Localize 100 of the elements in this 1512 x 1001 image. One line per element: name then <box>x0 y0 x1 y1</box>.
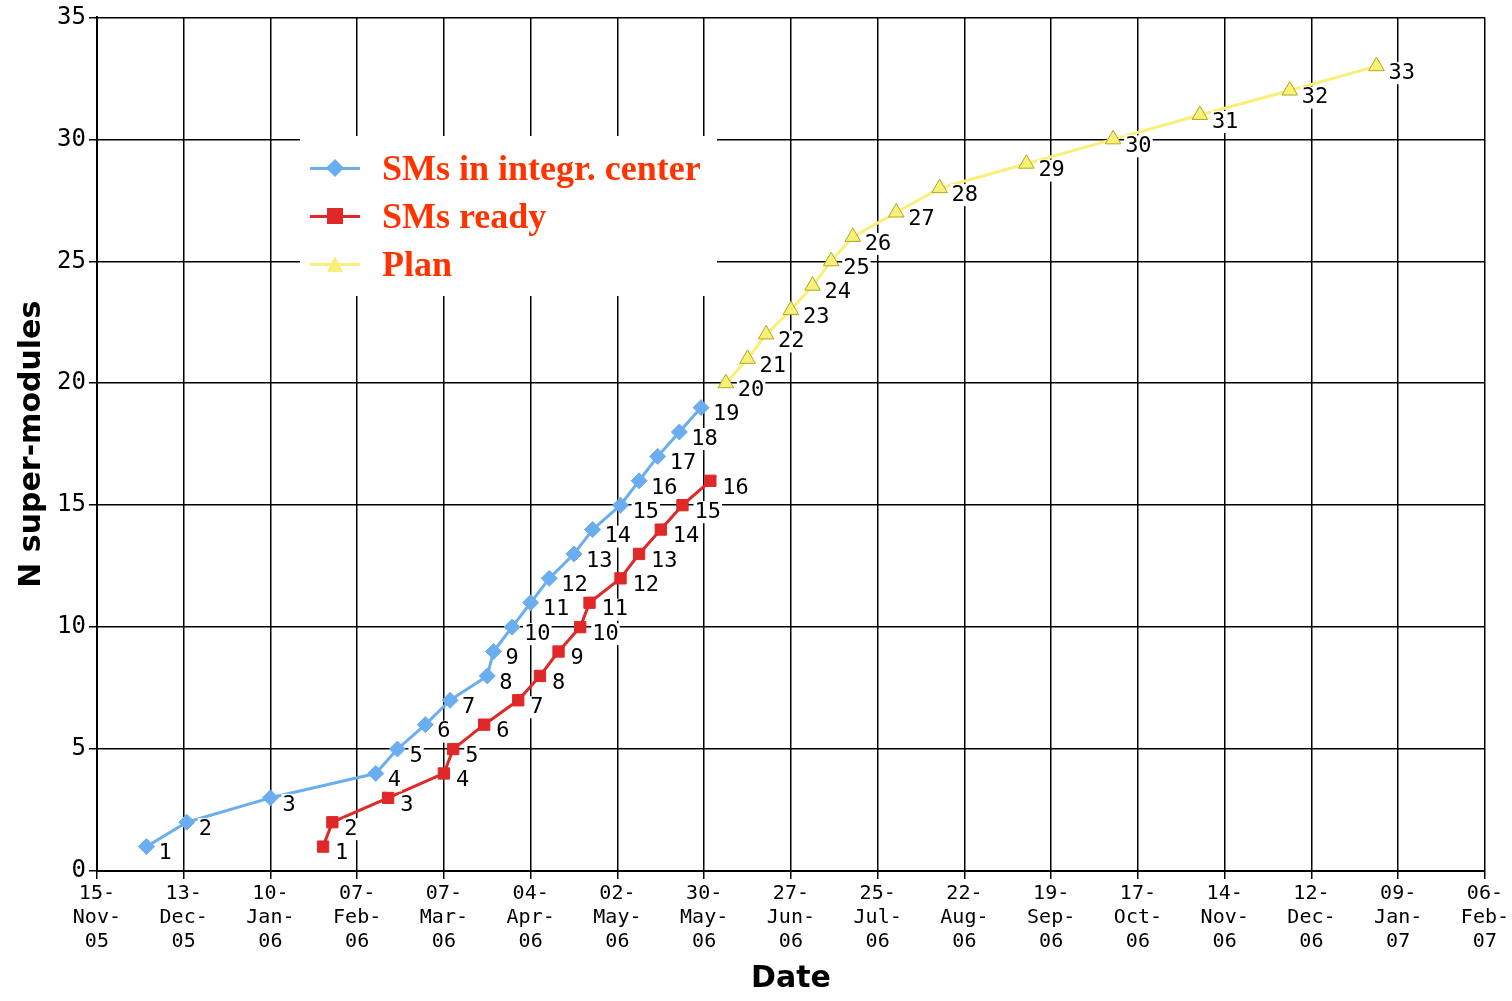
point <box>137 838 155 856</box>
point <box>388 740 406 758</box>
point <box>416 716 434 734</box>
data-label: 13 <box>586 546 613 572</box>
point <box>484 643 502 660</box>
x-tick-label: 30-May-06 <box>680 880 729 953</box>
data-label: 27 <box>908 205 935 231</box>
legend-label: SMs in integr. center <box>382 147 701 189</box>
data-label: 24 <box>824 278 852 304</box>
x-tick-label: 17-Oct-06 <box>1113 880 1162 953</box>
data-label: 2 <box>198 814 212 840</box>
y-tick-label: 15 <box>56 489 86 518</box>
point <box>522 594 540 612</box>
point <box>739 349 756 364</box>
x-tick-label: 25-Jul-06 <box>853 880 902 953</box>
point <box>583 596 596 609</box>
x-tick-label: 27-Jun-06 <box>766 880 815 953</box>
data-label: 7 <box>530 693 544 718</box>
point <box>704 474 717 487</box>
point <box>316 840 330 853</box>
point <box>367 764 385 782</box>
data-label: 28 <box>951 180 979 206</box>
data-label: 11 <box>601 595 629 621</box>
data-label: 12 <box>561 571 588 597</box>
data-label: 29 <box>1038 156 1065 182</box>
y-tick-label: 5 <box>71 733 86 762</box>
x-tick-label: 10-Jan-06 <box>246 880 295 953</box>
data-label: 13 <box>651 546 678 572</box>
data-label: 22 <box>778 327 805 353</box>
point <box>614 572 627 585</box>
point <box>757 324 775 340</box>
x-tick-label: 19-Sep-06 <box>1027 880 1076 953</box>
data-label: 2 <box>344 814 358 840</box>
x-axis-title: Date <box>750 958 831 994</box>
data-label: 8 <box>551 668 566 694</box>
data-label: 14 <box>604 522 632 548</box>
data-label: 3 <box>400 790 414 816</box>
data-label: 18 <box>691 424 718 450</box>
point <box>584 521 602 539</box>
point <box>1104 129 1122 145</box>
y-tick-label: 10 <box>56 611 86 640</box>
y-axis-title: N super-modules <box>11 300 47 588</box>
data-label: 17 <box>669 449 697 475</box>
point <box>844 227 862 242</box>
y-tick-label: 25 <box>56 245 86 274</box>
data-label: 19 <box>713 400 740 426</box>
point <box>178 813 196 831</box>
point <box>552 645 565 658</box>
point <box>326 816 339 829</box>
y-tick-label: 30 <box>56 123 86 152</box>
data-label: 4 <box>455 766 470 792</box>
point <box>717 373 735 389</box>
point <box>1191 105 1209 120</box>
data-label: 5 <box>409 741 423 767</box>
data-label: 21 <box>759 351 787 377</box>
data-label: 7 <box>462 693 476 718</box>
x-tick-label: 06-Feb-07 <box>1460 880 1509 953</box>
data-label: 4 <box>387 766 401 792</box>
point <box>676 499 689 512</box>
x-tick-label: 14-Nov-06 <box>1200 880 1249 953</box>
data-label: 10 <box>524 619 551 645</box>
data-label: 30 <box>1125 132 1152 158</box>
point <box>261 789 279 807</box>
point <box>822 251 840 267</box>
point <box>782 300 800 316</box>
x-tick-label: 04-Apr-06 <box>506 880 555 953</box>
data-label: 8 <box>499 668 513 694</box>
point <box>1018 154 1035 169</box>
point <box>670 423 688 441</box>
point <box>1368 56 1385 72</box>
data-label: 32 <box>1301 83 1329 109</box>
x-tick-label: 07-Mar-06 <box>419 880 468 953</box>
data-label: 15 <box>632 497 659 523</box>
data-label: 10 <box>592 619 619 645</box>
point <box>612 496 629 514</box>
y-tick-label: 20 <box>56 367 86 396</box>
point <box>630 472 648 490</box>
point <box>649 447 667 465</box>
data-label: 6 <box>496 717 510 743</box>
legend-label: Plan <box>382 243 453 285</box>
data-label: 1 <box>158 839 172 865</box>
point <box>478 718 491 731</box>
data-label: 25 <box>843 254 870 279</box>
legend-label: SMs ready <box>382 195 547 237</box>
point <box>931 178 948 194</box>
data-label: 15 <box>694 497 721 523</box>
point <box>533 669 547 683</box>
point <box>447 742 460 756</box>
point <box>887 203 905 218</box>
data-label: 6 <box>437 717 451 743</box>
data-label: 16 <box>651 473 678 499</box>
point <box>441 691 459 709</box>
data-label: 11 <box>542 595 570 621</box>
data-label: 14 <box>672 522 700 548</box>
point <box>654 523 667 536</box>
data-label: 1 <box>335 839 349 865</box>
x-tick-label: 02-May-06 <box>593 880 642 953</box>
point <box>565 545 583 563</box>
data-label: 9 <box>505 644 519 670</box>
x-tick-label: 09-Jan-07 <box>1374 880 1423 953</box>
